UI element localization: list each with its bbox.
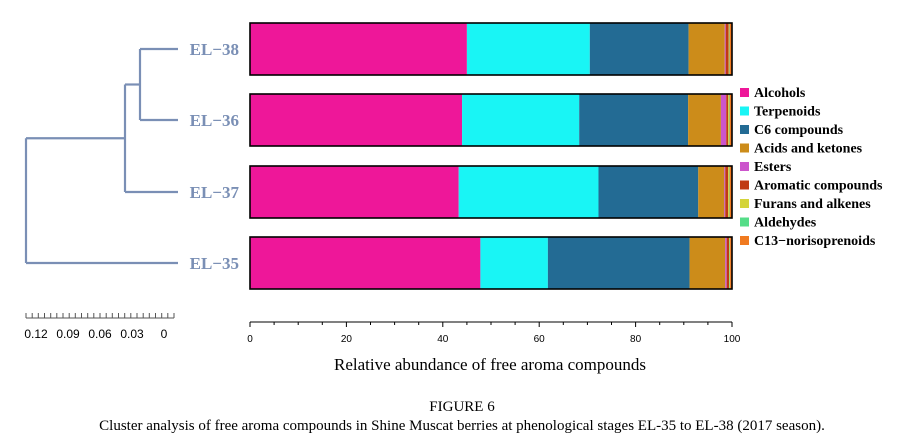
bar-segment <box>728 166 730 218</box>
bar-segment <box>462 94 580 146</box>
bar-segment <box>579 94 689 146</box>
legend-swatch <box>740 125 749 134</box>
legend-label: C13−norisoprenoids <box>754 234 876 249</box>
bar-outline <box>249 165 733 219</box>
bar-segment <box>724 166 726 218</box>
bar-segment <box>698 166 725 218</box>
bar-segment <box>250 237 481 289</box>
legend-swatch <box>740 199 749 208</box>
x-tick-label: 80 <box>630 334 642 345</box>
dendrogram <box>24 47 178 265</box>
bar-segment <box>598 166 699 218</box>
legend-label: Alcohols <box>754 86 806 101</box>
bar-segment <box>250 23 467 75</box>
bar-segment <box>688 94 721 146</box>
bar-segment <box>729 166 732 218</box>
legend-label: Terpenoids <box>754 105 821 120</box>
bar-segment <box>726 94 729 146</box>
bar-segment <box>729 94 732 146</box>
bar-segment <box>720 94 727 146</box>
x-tick-label: 20 <box>341 334 353 345</box>
legend-label: C6 compounds <box>754 123 844 138</box>
legend-swatch <box>740 106 749 116</box>
scale-tick-label: 0.06 <box>88 327 112 341</box>
scale-tick-label: 0.03 <box>120 327 144 341</box>
scale-tick-label: 0.09 <box>56 327 80 341</box>
bar-segment <box>725 166 729 218</box>
bar-segment <box>729 23 732 75</box>
category-label: EL−36 <box>190 111 239 130</box>
legend-label: Aldehydes <box>754 216 817 231</box>
scale-tick-label: 0.12 <box>24 327 48 341</box>
legend-swatch <box>740 180 749 190</box>
scale-tick-label: 0 <box>161 327 168 341</box>
x-axis: 0 20 40 60 80 100 <box>247 321 741 345</box>
category-label: EL−35 <box>190 254 239 273</box>
dendrogram-scale: 0.12 0.09 0.06 0.03 0 <box>24 313 175 341</box>
bar-segment <box>547 237 690 289</box>
bar-segment <box>730 237 732 289</box>
x-axis-title: Relative abundance of free aroma compoun… <box>334 355 646 374</box>
category-label: EL−38 <box>190 40 239 59</box>
legend-label: Acids and ketones <box>754 142 863 157</box>
bar-segment <box>466 23 590 75</box>
legend-swatch <box>740 88 749 97</box>
bar-segment <box>728 94 730 146</box>
legend-label: Esters <box>754 160 792 175</box>
x-tick-label: 0 <box>247 334 253 345</box>
legend-swatch <box>740 143 749 153</box>
bar-segment <box>589 23 689 75</box>
x-tick-label: 60 <box>534 334 546 345</box>
legend: Alcohols Terpenoids C6 compounds Acids and … <box>740 86 883 249</box>
stacked-bars: EL−38 EL−36 EL−37 EL−35 <box>190 22 733 290</box>
bar-segment <box>250 166 459 218</box>
bar-outline <box>249 22 733 76</box>
bar-segment <box>726 237 730 289</box>
bar-outline <box>249 236 733 290</box>
x-tick-label: 40 <box>437 334 449 345</box>
legend-label: Aromatic compounds <box>754 179 883 194</box>
legend-swatch <box>740 236 749 245</box>
bar-segment <box>725 237 727 289</box>
bar-segment <box>725 23 729 75</box>
legend-swatch <box>740 217 749 227</box>
category-label: EL−37 <box>190 183 240 202</box>
x-tick-label: 100 <box>724 334 741 345</box>
legend-swatch <box>740 162 749 171</box>
bar-segment <box>688 23 725 75</box>
bar-segment <box>250 94 463 146</box>
figure-label: FIGURE 6 <box>429 399 495 415</box>
bar-segment <box>480 237 548 289</box>
legend-label: Furans and alkenes <box>754 197 871 212</box>
bar-segment <box>458 166 599 218</box>
figure-caption: Cluster analysis of free aroma compounds… <box>99 418 825 434</box>
bar-segment <box>689 237 726 289</box>
bar-segment <box>724 23 726 75</box>
bar-outline <box>249 93 733 147</box>
